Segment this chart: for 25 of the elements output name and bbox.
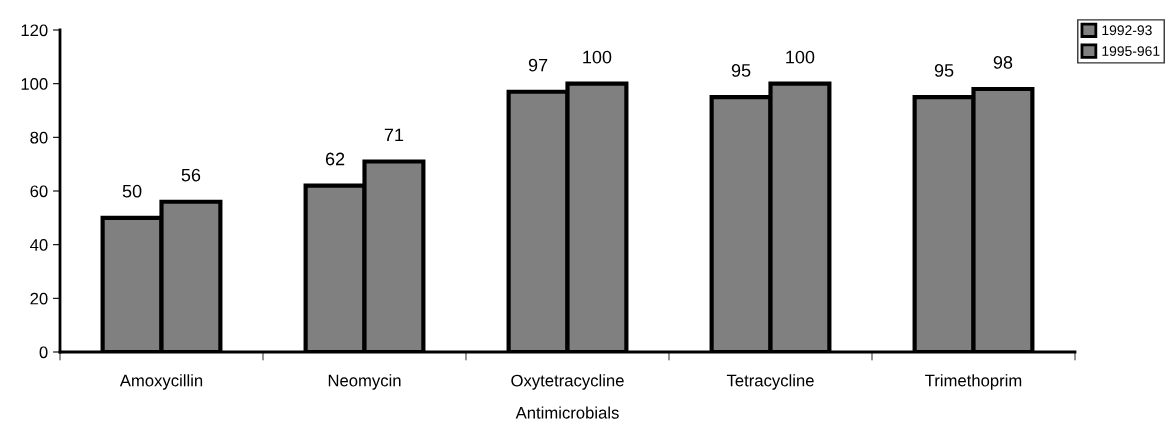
data-label: 95 [934, 64, 954, 77]
data-label: 97 [528, 58, 548, 72]
legend-label: 1992-93 [1102, 25, 1152, 36]
legend-label: 1995-961 [1102, 46, 1160, 56]
x-tick-label: Oxytetracycline [511, 374, 624, 390]
data-label: 71 [384, 128, 404, 142]
y-tick-label: 80 [30, 131, 48, 144]
y-tick-label: 120 [21, 24, 48, 37]
data-label: 62 [325, 152, 345, 166]
x-tick-label: Amoxycillin [119, 374, 203, 390]
data-label: 50 [122, 184, 142, 198]
x-tick-label: Trimethoprim [925, 374, 1022, 390]
x-tick-label: Tetracycline [726, 374, 814, 390]
y-tick-label: 0 [39, 346, 48, 359]
data-label: 56 [181, 168, 201, 182]
y-tick-label: 20 [30, 292, 48, 305]
y-tick-label: 100 [21, 78, 48, 90]
y-tick-label: 60 [30, 185, 48, 198]
data-label: 98 [993, 56, 1013, 69]
x-axis-title: Antimicrobials [515, 406, 619, 419]
y-tick-label: 40 [30, 239, 48, 251]
data-label: 95 [731, 64, 751, 77]
data-label: 100 [583, 50, 612, 64]
x-tick-label: Neomycin [328, 374, 401, 390]
data-label: 100 [786, 50, 815, 64]
